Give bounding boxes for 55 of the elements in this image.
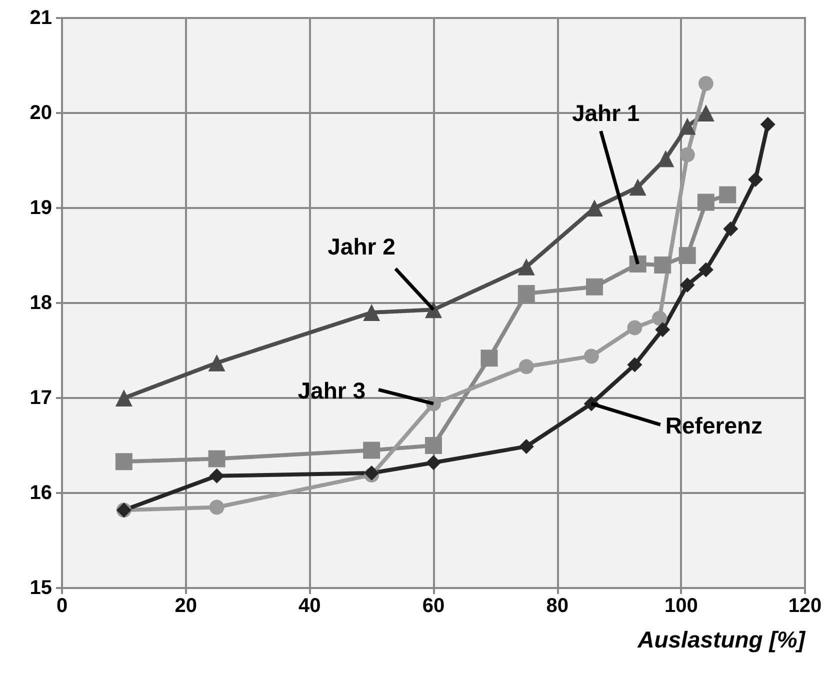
point [518,438,534,454]
point [363,442,380,459]
point [586,278,603,296]
y-tick-label: 15 [30,577,52,599]
x-tick-label: 60 [422,595,445,617]
point [363,304,380,321]
point [678,118,696,135]
point [209,500,224,515]
y-tick-label: 19 [30,197,52,219]
point [115,453,132,470]
y-tick-label: 17 [30,387,52,409]
point [678,247,696,264]
point [426,455,441,470]
x-tick-label: 120 [788,595,822,617]
point [697,194,714,211]
point [760,116,776,132]
point [654,256,672,274]
point [697,104,714,122]
point [698,262,714,278]
point [518,258,535,276]
text: Jahr 2 [328,234,396,260]
y-tick-label: 20 [30,102,52,124]
point [518,285,535,302]
x-tick-label: 80 [546,595,568,617]
point [425,437,442,454]
y-tick-label: 16 [30,482,52,504]
point [748,172,763,187]
y-tick-label: 18 [30,292,52,314]
point [627,357,642,372]
point [723,221,738,236]
point [719,186,736,204]
point [680,277,695,292]
point [627,320,642,336]
point [584,348,599,364]
y-tick-label: 21 [30,7,52,29]
text: Referenz [665,412,763,439]
point [680,147,695,162]
text: Jahr 1 [572,100,640,126]
x-tick-label: 20 [174,595,197,617]
point [586,200,603,216]
point [652,310,667,326]
point [698,76,714,92]
point [629,178,646,196]
point [115,390,132,406]
point [209,468,224,484]
point [208,450,226,468]
point [518,359,534,374]
x-axis-title: Auslastung [%] [636,626,806,652]
text: Jahr 3 [298,378,366,404]
point [208,354,226,372]
point [480,350,498,367]
point [655,322,670,338]
x-tick-label: 0 [56,595,68,617]
x-tick-label: 100 [664,595,698,617]
x-tick-label: 40 [298,595,321,617]
